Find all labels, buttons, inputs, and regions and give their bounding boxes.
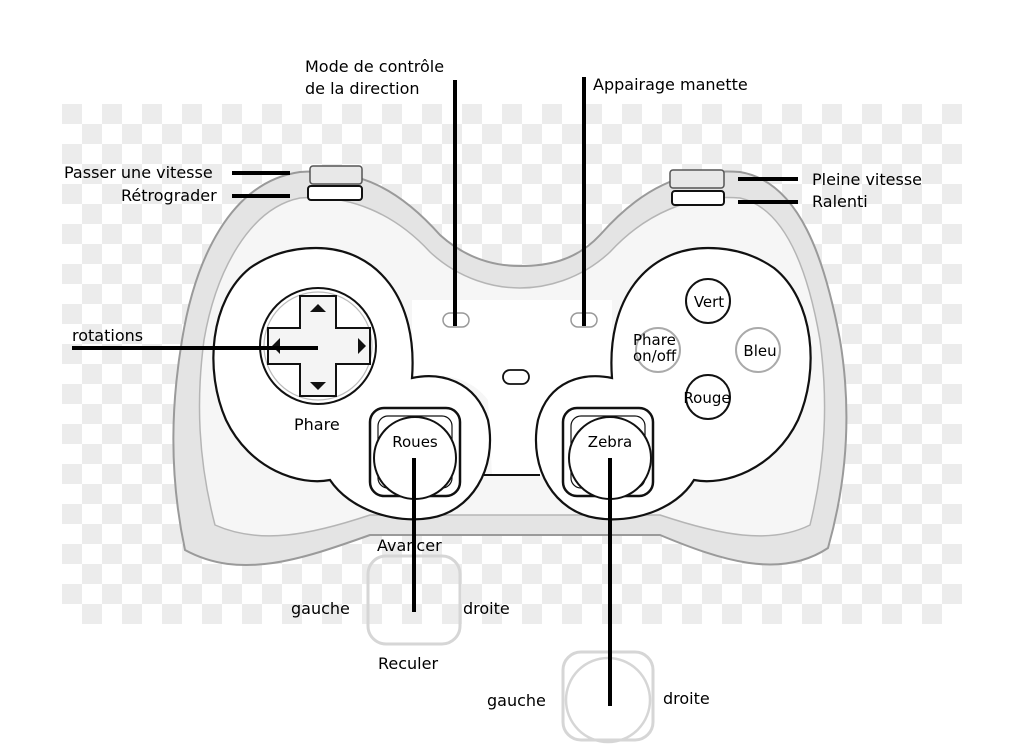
right-stick-label: Zebra [587, 433, 633, 451]
right-shoulder-upper [669, 169, 725, 189]
dpad-cross [267, 295, 371, 397]
blue-button [735, 327, 781, 373]
leader-right-stick [608, 458, 612, 706]
left-shoulder-lower [307, 185, 363, 201]
left-stick-right-label: droite [463, 599, 510, 618]
right-stick-left-label: gauche [487, 691, 546, 710]
full-speed-label: Pleine vitesse [812, 170, 922, 189]
left-stick-label: Roues [392, 433, 438, 451]
green-button-label: Vert [693, 293, 725, 311]
red-button-label: Rouge [683, 389, 731, 407]
mode-direction-label-line1: Mode de contrôle [305, 57, 445, 76]
leader-shift-up [232, 171, 290, 175]
left-stick-down-label: Reculer [378, 654, 439, 673]
headlight-toggle-label-line2: on/off [633, 347, 677, 365]
left-shoulder-upper [309, 165, 363, 185]
headlight-toggle-label-line1: Phare [633, 331, 676, 349]
mode-direction-label-line2: de la direction [305, 79, 420, 98]
shift-up-label: Passer une vitesse [64, 163, 213, 182]
blue-button-label: Bleu [743, 342, 777, 360]
dpad-up-arrow-icon [310, 304, 326, 312]
left-stick-up-label: Avancer [377, 536, 442, 555]
dpad-right-arrow-icon [358, 338, 366, 354]
leader-mode-direction [453, 80, 457, 326]
leader-slow [738, 200, 798, 204]
center-bridge [412, 300, 612, 475]
dpad-down-arrow-icon [310, 382, 326, 390]
headlight-label: Phare [294, 415, 340, 434]
right-shoulder-lower [671, 190, 725, 206]
leader-pairing [582, 77, 586, 326]
leader-full-speed [738, 177, 798, 181]
green-button [685, 278, 731, 324]
center-button [502, 369, 530, 385]
rotations-label: rotations [72, 326, 144, 345]
right-stick-right-label: droite [663, 689, 710, 708]
shift-down-label: Rétrograder [121, 186, 217, 205]
slow-label: Ralenti [812, 192, 868, 211]
pairing-label: Appairage manette [593, 75, 748, 94]
leader-shift-down [232, 194, 290, 198]
left-stick-left-label: gauche [291, 599, 350, 618]
headlight-toggle-button [635, 327, 681, 373]
leader-rotations [72, 346, 318, 350]
red-button [685, 374, 731, 420]
leader-left-stick [412, 458, 416, 612]
